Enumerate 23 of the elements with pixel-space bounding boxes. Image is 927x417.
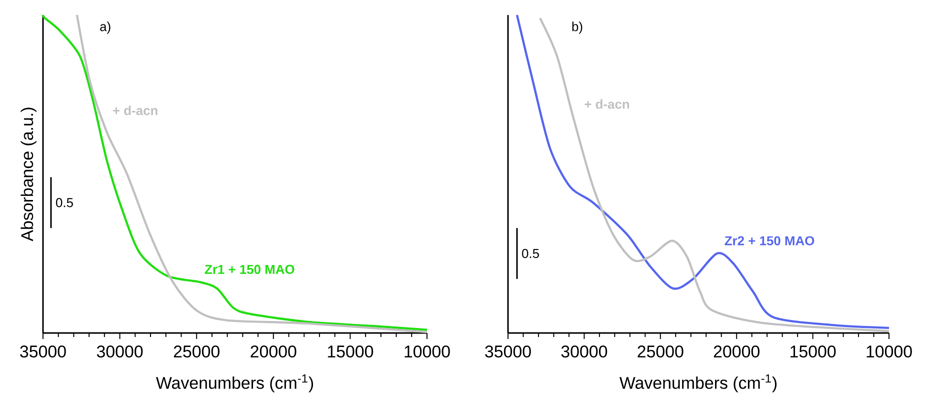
chart-title: b) [572,22,582,34]
x-tick-label: 10000 [866,346,912,358]
x-tick-label: 25000 [638,346,684,358]
series-label: Zr1 + 150 MAO [204,264,294,274]
x-tick-label: 25000 [174,346,220,358]
series-label: + d-acn [584,99,630,109]
x-tick-label: 30000 [561,346,608,358]
x-tick-label: 30000 [96,346,143,358]
x-tick-label: 35000 [485,346,531,358]
y-axis-title: Absorbance (a.u.) [20,108,36,242]
annotation: 0.5 [522,248,539,258]
series-label: Zr2 + 150 MAO [724,236,814,246]
x-tick-label: 15000 [790,346,836,358]
x-tick-label: 20000 [250,346,296,358]
x-axis-title: Wavenumbers (cm$^{-1}$) [620,374,777,392]
x-tick-label: 20000 [714,346,760,358]
x-tick-label: 35000 [20,346,66,358]
x-tick-label: 15000 [328,346,374,358]
x-tick-label: 10000 [404,346,450,358]
chart-title: a) [100,22,110,34]
series-label: + d-acn [113,106,158,116]
annotation: 0.5 [56,198,73,208]
x-axis-title: Wavenumbers (cm$^{-1}$) [156,374,314,392]
